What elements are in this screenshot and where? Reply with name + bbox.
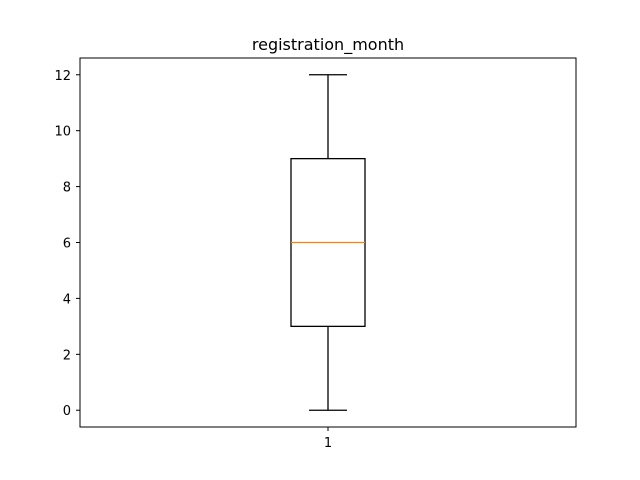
y-tick-label: 0 bbox=[63, 404, 71, 419]
y-tick-label: 12 bbox=[54, 69, 71, 84]
plot-area: 0 2 4 6 8 10 12 1 bbox=[54, 57, 577, 451]
y-tick-label: 2 bbox=[63, 348, 71, 363]
chart-title: registration_month bbox=[252, 35, 404, 55]
y-tick-label: 6 bbox=[63, 237, 71, 252]
y-tick-label: 8 bbox=[63, 181, 71, 196]
x-tick-label: 1 bbox=[324, 436, 332, 451]
y-tick-label: 4 bbox=[63, 292, 71, 307]
y-tick-label: 10 bbox=[54, 125, 71, 140]
